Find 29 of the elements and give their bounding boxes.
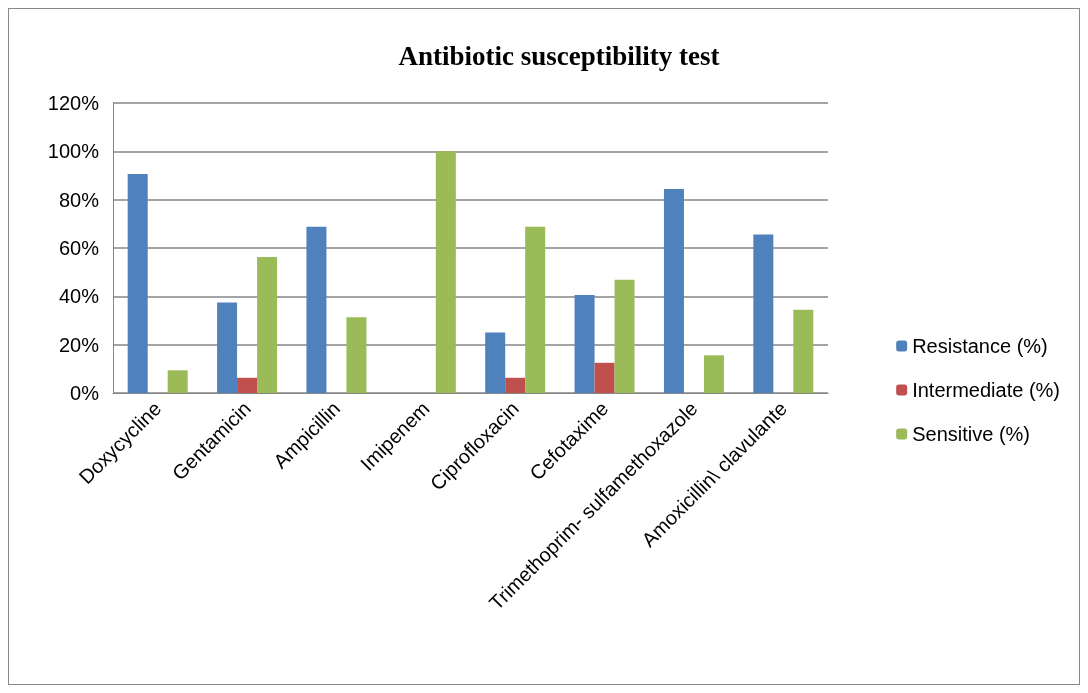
bar bbox=[237, 377, 258, 393]
bar bbox=[525, 226, 546, 393]
bar bbox=[663, 189, 684, 393]
bar bbox=[703, 355, 724, 393]
y-tick-label: 40% bbox=[58, 285, 100, 308]
y-tick-label: 120% bbox=[47, 92, 100, 114]
bar bbox=[127, 174, 148, 393]
bar bbox=[346, 317, 367, 393]
y-tick-label: 20% bbox=[58, 333, 100, 356]
bar bbox=[594, 362, 615, 393]
legend-label: Sensitive (%) bbox=[912, 423, 1030, 445]
bar bbox=[306, 226, 327, 393]
bar bbox=[257, 256, 278, 393]
bar bbox=[574, 294, 595, 393]
bar bbox=[435, 151, 456, 393]
bar bbox=[753, 234, 774, 393]
bar bbox=[505, 377, 526, 393]
bar bbox=[793, 309, 814, 393]
bar bbox=[217, 302, 238, 393]
legend-label: Intermediate (%) bbox=[912, 379, 1061, 401]
y-tick-label: 0% bbox=[70, 382, 100, 404]
y-tick-label: 60% bbox=[58, 237, 100, 259]
legend-label: Resistance (%) bbox=[912, 335, 1048, 357]
y-tick-label: 80% bbox=[58, 188, 100, 211]
bar bbox=[485, 332, 506, 393]
y-tick-label: 100% bbox=[47, 140, 100, 163]
bar bbox=[167, 370, 188, 393]
chart-title: Antibiotic susceptibility test bbox=[398, 40, 720, 71]
bar bbox=[614, 279, 635, 393]
